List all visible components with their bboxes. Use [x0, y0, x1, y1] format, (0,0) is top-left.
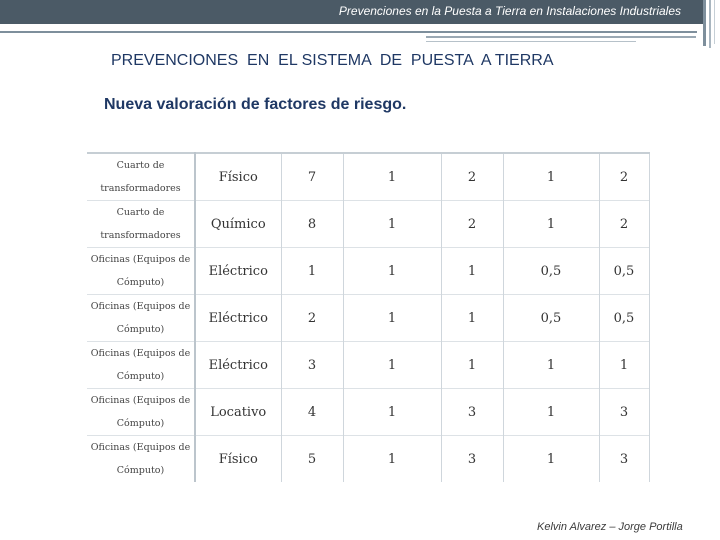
decorative-bar — [714, 0, 715, 44]
value-cell: 5 — [280, 435, 343, 482]
value-cell: 3 — [440, 435, 503, 482]
value-cell: 1 — [440, 247, 503, 295]
slide-heading: PREVENCIONES EN EL SISTEMA DE PUESTA A T… — [111, 52, 554, 69]
header-bar: Prevenciones en la Puesta a Tierra en In… — [0, 0, 703, 24]
table-row: Oficinas (Equipos de Cómputo) Locativo 4… — [87, 388, 650, 436]
value-cell: 0,5 — [502, 247, 599, 295]
value-cell: 1 — [440, 294, 503, 342]
area-cell: Oficinas (Equipos de Cómputo) — [90, 301, 191, 335]
value-cell: 1 — [280, 247, 343, 295]
value-cell: 3 — [440, 388, 503, 436]
value-cell: 1 — [342, 153, 441, 201]
divider-line — [426, 41, 636, 42]
value-cell: 3 — [598, 388, 650, 436]
value-cell: 0,5 — [502, 294, 599, 342]
value-cell: 1 — [502, 388, 599, 436]
value-cell: 0,5 — [598, 294, 650, 342]
factor-cell: Locativo — [194, 388, 281, 436]
factor-cell: Físico — [194, 153, 281, 201]
decorative-bar — [709, 0, 711, 48]
value-cell: 1 — [342, 341, 441, 389]
divider-line — [426, 36, 696, 38]
area-cell: Oficinas (Equipos de Cómputo) — [90, 395, 191, 429]
value-cell: 8 — [280, 200, 343, 248]
value-cell: 1 — [342, 435, 441, 482]
value-cell: 1 — [342, 200, 441, 248]
value-cell: 1 — [342, 294, 441, 342]
table-row: Oficinas (Equipos de Cómputo) Eléctrico … — [87, 294, 650, 342]
table-row: Oficinas (Equipos de Cómputo) Físico 5 1… — [87, 435, 650, 482]
value-cell: 2 — [440, 153, 503, 201]
area-cell: Oficinas (Equipos de Cómputo) — [90, 254, 191, 288]
factor-cell: Eléctrico — [194, 294, 281, 342]
value-cell: 1 — [598, 341, 650, 389]
value-cell: 2 — [598, 200, 650, 248]
value-cell: 1 — [502, 341, 599, 389]
value-cell: 4 — [280, 388, 343, 436]
table-row: Oficinas (Equipos de Cómputo) Eléctrico … — [87, 247, 650, 295]
value-cell: 2 — [598, 153, 650, 201]
value-cell: 1 — [502, 435, 599, 482]
risk-table: Cuarto de transformadores Físico 7 1 2 1… — [87, 152, 650, 482]
value-cell: 3 — [280, 341, 343, 389]
divider-line — [0, 31, 697, 33]
area-cell: Oficinas (Equipos de Cómputo) — [90, 442, 191, 476]
value-cell: 7 — [280, 153, 343, 201]
value-cell: 1 — [440, 341, 503, 389]
value-cell: 1 — [342, 388, 441, 436]
factor-cell: Físico — [194, 435, 281, 482]
factor-cell: Eléctrico — [194, 341, 281, 389]
value-cell: 1 — [502, 153, 599, 201]
slide-subheading: Nueva valoración de factores de riesgo. — [104, 96, 407, 113]
value-cell: 1 — [342, 247, 441, 295]
footer-authors: Kelvin Alvarez – Jorge Portilla — [537, 521, 683, 533]
value-cell: 0,5 — [598, 247, 650, 295]
factor-cell: Químico — [194, 200, 281, 248]
area-cell: Cuarto de transformadores — [100, 160, 181, 194]
table-row: Oficinas (Equipos de Cómputo) Eléctrico … — [87, 341, 650, 389]
value-cell: 3 — [598, 435, 650, 482]
table-row: Cuarto de transformadores Físico 7 1 2 1… — [87, 153, 650, 201]
table-row: Cuarto de transformadores Químico 8 1 2 … — [87, 200, 650, 248]
area-cell: Cuarto de transformadores — [100, 207, 181, 241]
presentation-title: Prevenciones en la Puesta a Tierra en In… — [338, 4, 681, 18]
area-cell: Oficinas (Equipos de Cómputo) — [90, 348, 191, 382]
value-cell: 2 — [280, 294, 343, 342]
value-cell: 1 — [502, 200, 599, 248]
factor-cell: Eléctrico — [194, 247, 281, 295]
decorative-bar — [703, 0, 706, 46]
value-cell: 2 — [440, 200, 503, 248]
